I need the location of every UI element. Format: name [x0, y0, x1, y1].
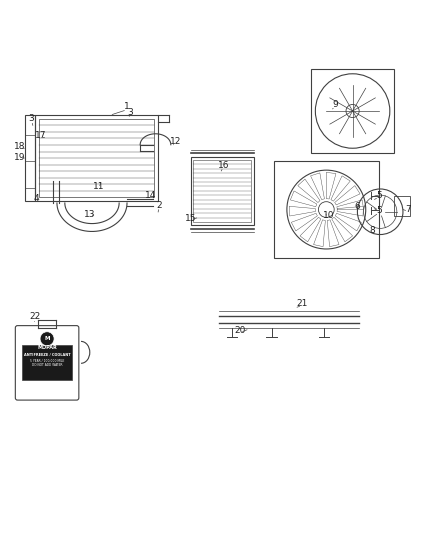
Text: 3: 3 — [127, 108, 134, 117]
Bar — [193, 159, 251, 222]
Text: 21: 21 — [297, 299, 308, 308]
Text: 2: 2 — [156, 201, 162, 209]
Text: MOPAR: MOPAR — [37, 345, 57, 350]
Text: 11: 11 — [93, 182, 104, 191]
Bar — [191, 157, 254, 225]
Text: 8: 8 — [369, 226, 375, 235]
Bar — [22, 345, 72, 381]
Bar — [39, 119, 154, 197]
Text: 7: 7 — [405, 205, 411, 214]
Text: ANTIFREEZE / COOLANT: ANTIFREEZE / COOLANT — [24, 353, 71, 357]
Text: 5 YEAR / 100,000 MILE: 5 YEAR / 100,000 MILE — [30, 359, 64, 362]
Text: 13: 13 — [84, 211, 95, 219]
Text: DO NOT ADD WATER: DO NOT ADD WATER — [32, 363, 62, 367]
Circle shape — [40, 332, 54, 346]
Text: 22: 22 — [29, 312, 41, 321]
Text: 10: 10 — [323, 211, 334, 220]
Bar — [311, 69, 394, 152]
Text: 14: 14 — [145, 191, 157, 200]
Bar — [35, 115, 158, 201]
Text: M: M — [44, 336, 50, 341]
Text: 6: 6 — [354, 201, 360, 211]
Bar — [274, 161, 379, 258]
Text: 16: 16 — [218, 161, 229, 170]
Text: 5: 5 — [376, 206, 382, 215]
Text: 5: 5 — [376, 191, 382, 200]
Text: 1: 1 — [124, 102, 130, 111]
Text: 20: 20 — [234, 326, 246, 335]
Text: 9: 9 — [332, 100, 338, 109]
Text: 18: 18 — [14, 142, 25, 151]
Bar — [394, 197, 410, 216]
Bar — [25, 115, 35, 201]
Text: 17: 17 — [35, 131, 46, 140]
Text: 19: 19 — [14, 152, 25, 161]
Text: 3: 3 — [28, 114, 35, 123]
Text: 12: 12 — [170, 137, 182, 146]
Text: 15: 15 — [185, 214, 196, 223]
Text: 4: 4 — [33, 194, 39, 203]
